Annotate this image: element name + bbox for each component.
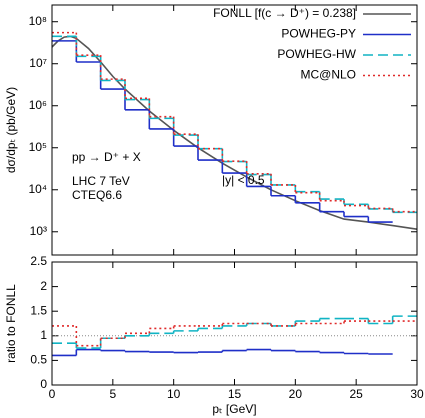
y-axis-label: dσ/dpₜ (pb/GeV): [4, 87, 18, 173]
x-tick-label: 10: [167, 387, 181, 401]
y-tick-label: 0.5: [30, 353, 47, 367]
y-tick-label: 1: [40, 328, 47, 342]
y-tick-label: 10⁶: [29, 98, 47, 112]
annotation: |y| < 0.5: [222, 173, 265, 187]
annotation: pp → D⁺ + X: [72, 150, 141, 164]
legend-label: POWHEG-PY: [281, 27, 356, 41]
y-tick-label: 2: [40, 279, 47, 293]
legend-label: MC@NLO: [300, 68, 356, 82]
plot-frame: [51, 4, 418, 256]
y-tick-label: 2.5: [30, 254, 47, 268]
legend-label: POWHEG-HW: [277, 47, 356, 61]
x-tick-label: 5: [109, 387, 116, 401]
y-tick-label: 10⁴: [28, 182, 47, 196]
annotation: CTEQ6.6: [72, 188, 122, 202]
y-tick-label: 10⁷: [29, 56, 47, 70]
y-tick-label: 0: [40, 377, 47, 391]
legend-label: FONLL [f(c → D⁺) = 0.238]: [213, 6, 356, 20]
x-tick-label: 15: [228, 387, 242, 401]
x-tick-label: 20: [289, 387, 303, 401]
x-tick-label: 25: [349, 387, 363, 401]
y-tick-label: 10⁸: [29, 14, 47, 28]
x-tick-label: 30: [410, 387, 424, 401]
x-axis-label: pₜ [GeV]: [212, 402, 256, 416]
y-tick-label: 10⁵: [29, 140, 47, 154]
x-tick-label: 0: [49, 387, 56, 401]
y-tick-label: 10³: [30, 224, 47, 238]
annotation: LHC 7 TeV: [72, 174, 130, 188]
y-tick-label: 1.5: [30, 303, 47, 317]
plot-frame: [51, 261, 418, 386]
y-axis-label: ratio to FONLL: [4, 284, 18, 363]
